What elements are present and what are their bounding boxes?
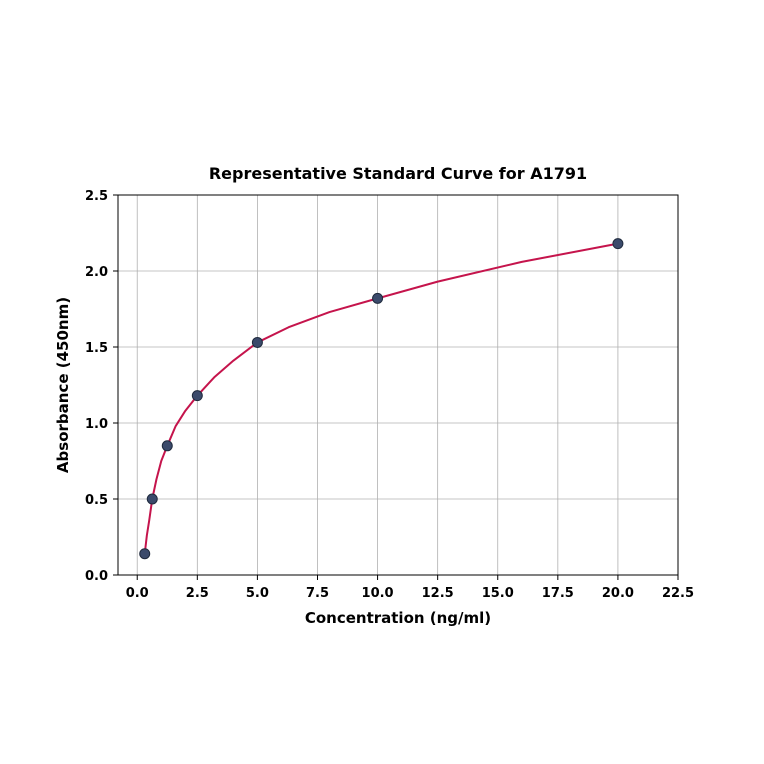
x-tick-label: 20.0 bbox=[602, 586, 634, 601]
chart-bg bbox=[0, 0, 764, 764]
x-tick-label: 15.0 bbox=[482, 586, 514, 601]
x-tick-label: 5.0 bbox=[246, 586, 269, 601]
data-point bbox=[147, 494, 157, 504]
y-tick-label: 2.5 bbox=[85, 189, 108, 204]
x-tick-label: 22.5 bbox=[662, 586, 694, 601]
x-tick-label: 12.5 bbox=[422, 586, 454, 601]
standard-curve-chart: 0.0 2.5 5.0 7.5 10.0 12.5 15.0 17.5 20.0 22.5 0.0 0… bbox=[0, 0, 764, 764]
x-tick-label: 17.5 bbox=[542, 586, 574, 601]
y-tick-label: 1.5 bbox=[85, 341, 108, 356]
x-tick-label: 2.5 bbox=[186, 586, 209, 601]
x-tick-label: 7.5 bbox=[306, 586, 329, 601]
data-point bbox=[373, 293, 383, 303]
y-tick-label: 1.0 bbox=[85, 417, 108, 432]
data-point bbox=[192, 391, 202, 401]
x-tick-label: 0.0 bbox=[126, 586, 149, 601]
y-tick-label: 2.0 bbox=[85, 265, 108, 280]
chart-container: 0.0 2.5 5.0 7.5 10.0 12.5 15.0 17.5 20.0 22.5 0.0 0… bbox=[0, 0, 764, 764]
data-point bbox=[162, 441, 172, 451]
x-tick-label: 10.0 bbox=[362, 586, 394, 601]
x-axis-label: Concentration (ng/ml) bbox=[305, 609, 491, 627]
y-tick-label: 0.5 bbox=[85, 493, 108, 508]
y-axis-label: Absorbance (450nm) bbox=[54, 297, 72, 473]
data-point bbox=[252, 337, 262, 347]
y-tick-label: 0.0 bbox=[85, 569, 108, 584]
data-point bbox=[140, 549, 150, 559]
data-point bbox=[613, 239, 623, 249]
chart-title: Representative Standard Curve for A1791 bbox=[209, 164, 587, 183]
